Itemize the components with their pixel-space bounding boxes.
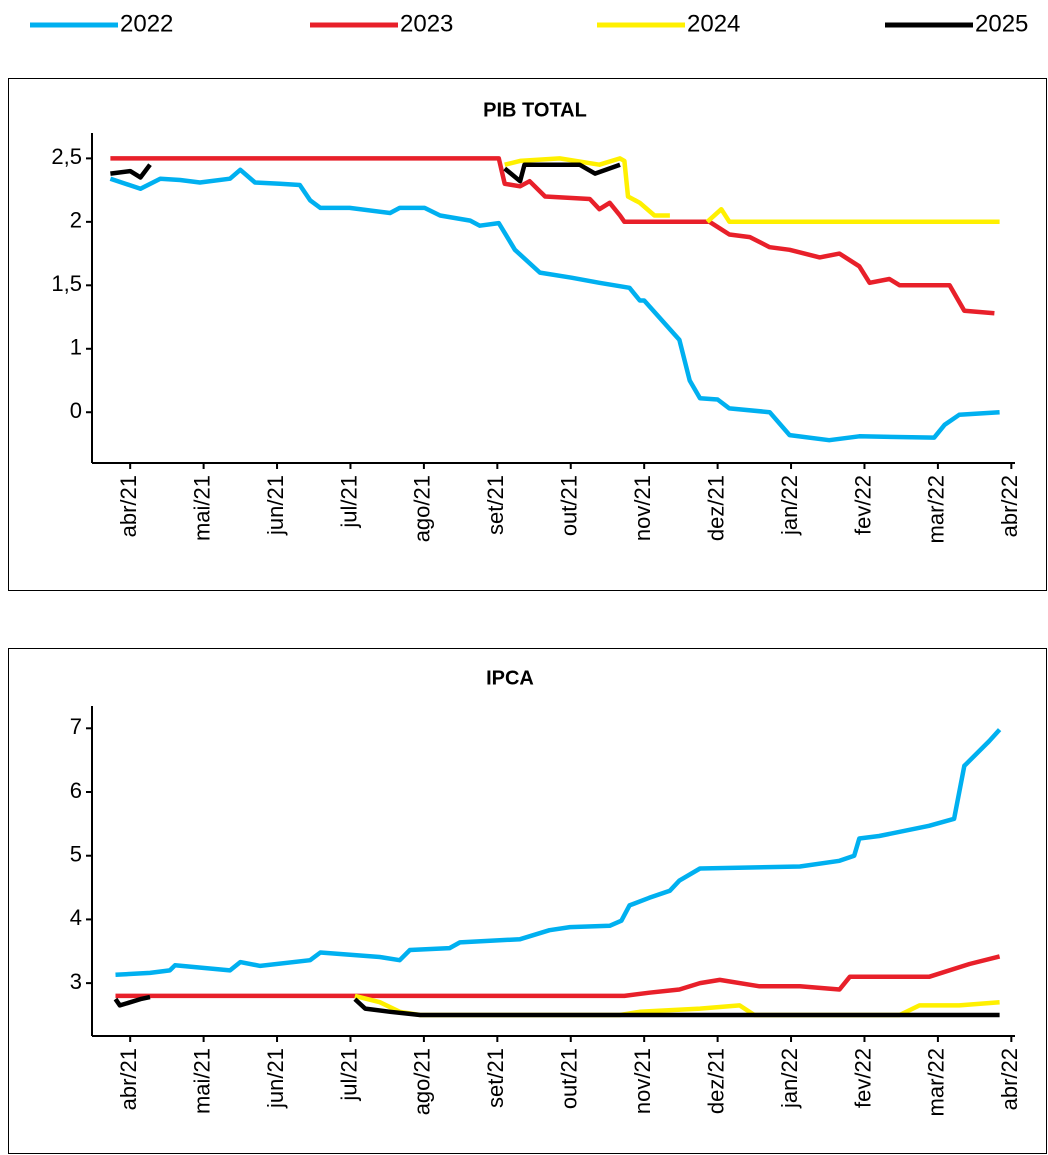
x-tick-label: jun/21	[263, 1048, 288, 1109]
x-tick-label: abr/21	[116, 475, 141, 537]
x-tick-label: jan/22	[777, 1048, 802, 1109]
y-tick-label: 7	[70, 714, 82, 739]
legend-label: 2023	[400, 10, 453, 37]
x-tick-label: dez/21	[703, 475, 728, 541]
x-tick-label: ago/21	[410, 475, 435, 542]
x-tick-label: set/21	[483, 1048, 508, 1108]
x-tick-label: nov/21	[630, 1048, 655, 1114]
chart-title: PIB TOTAL	[483, 99, 587, 121]
chart-title: IPCA	[486, 667, 534, 689]
x-tick-label: out/21	[557, 1048, 582, 1109]
chart-frame	[8, 648, 1047, 1154]
y-tick-label: 1,5	[51, 271, 82, 296]
x-tick-label: fev/22	[850, 475, 875, 535]
x-tick-label: mai/21	[189, 1048, 214, 1114]
x-tick-label: fev/22	[850, 1048, 875, 1108]
chart-frame	[8, 78, 1047, 591]
y-tick-label: 3	[70, 969, 82, 994]
x-tick-label: abr/22	[997, 1048, 1022, 1110]
x-tick-label: jan/22	[777, 475, 802, 536]
series-line	[504, 156, 1000, 225]
x-tick-label: ago/21	[410, 1048, 435, 1115]
x-tick-label: mar/22	[924, 1048, 949, 1116]
x-tick-label: dez/21	[703, 1048, 728, 1114]
series-line	[354, 993, 1000, 1018]
legend-label: 2024	[687, 10, 740, 37]
x-tick-label: mar/22	[924, 475, 949, 543]
legend-label: 2025	[975, 10, 1028, 37]
x-tick-label: jun/21	[263, 475, 288, 536]
series-line	[113, 994, 1000, 1018]
series-line	[115, 728, 1002, 978]
y-tick-label: 0	[70, 398, 82, 423]
x-tick-label: jul/21	[336, 1048, 361, 1102]
x-tick-label: out/21	[557, 475, 582, 536]
x-tick-label: mai/21	[189, 475, 214, 541]
y-tick-label: 4	[70, 905, 82, 930]
y-tick-label: 1	[70, 335, 82, 360]
y-tick-label: 6	[70, 778, 82, 803]
y-tick-label: 2	[70, 208, 82, 233]
series-line	[110, 156, 995, 316]
x-tick-label: jul/21	[336, 475, 361, 529]
x-tick-label: set/21	[483, 475, 508, 535]
series-line	[110, 162, 621, 184]
x-tick-label: abr/21	[116, 1048, 141, 1110]
x-tick-label: abr/22	[997, 475, 1022, 537]
y-tick-label: 2,5	[51, 144, 82, 169]
y-tick-label: 5	[70, 842, 82, 867]
x-tick-label: nov/21	[630, 475, 655, 541]
series-line	[115, 954, 1001, 999]
legend-label: 2022	[120, 10, 173, 37]
series-line	[109, 167, 1000, 443]
